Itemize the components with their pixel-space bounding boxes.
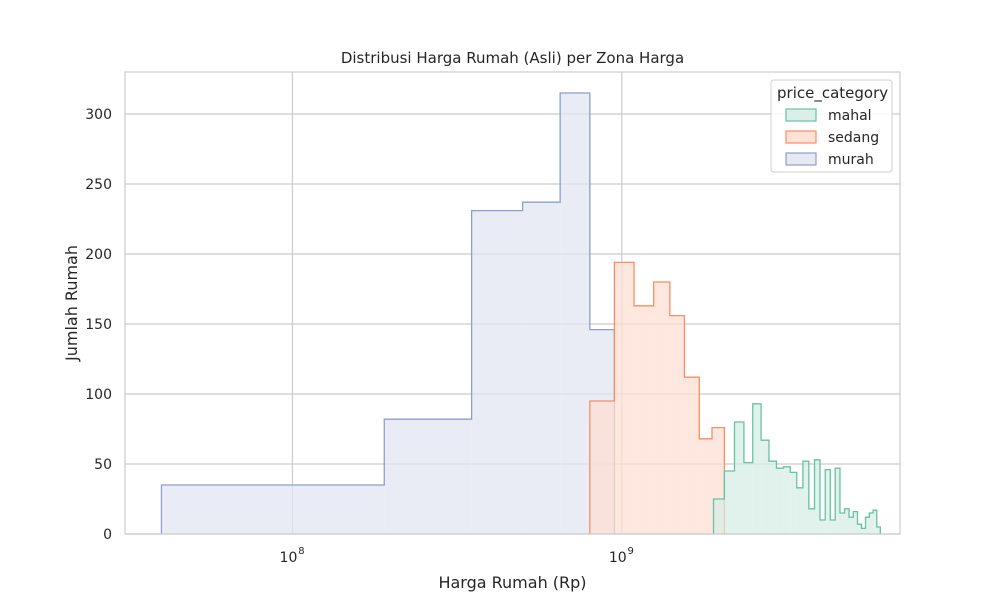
y-tick-label: 100: [85, 387, 112, 403]
histogram-bar: [589, 401, 615, 534]
legend-title: price_category: [777, 84, 888, 103]
legend-label-mahal: mahal: [828, 108, 872, 124]
histogram-bar: [865, 517, 870, 534]
x-tick-label: 10: [280, 550, 298, 566]
y-tick-labels: 0 50 100 150 200 250 300: [85, 107, 112, 543]
legend-label-murah: murah: [828, 152, 874, 168]
histogram-bar: [802, 461, 809, 534]
histogram-bar: [857, 524, 862, 534]
histogram-bar: [876, 527, 881, 534]
y-tick-label: 0: [103, 527, 112, 543]
chart-title: Distribusi Harga Rumah (Asli) per Zona H…: [341, 49, 684, 67]
x-tick-exponent: 8: [298, 546, 304, 557]
histogram-bar: [869, 513, 874, 534]
histogram-bar: [776, 468, 784, 534]
series-outline-murah: [160, 92, 616, 534]
histogram-bar: [471, 210, 523, 534]
series-sedang: [589, 261, 726, 534]
histogram-bar: [161, 485, 385, 534]
histogram-bar: [614, 262, 635, 534]
histogram-bar: [819, 520, 826, 534]
histogram-bar: [825, 469, 831, 534]
histogram-series: [160, 92, 881, 534]
legend-label-sedang: sedang: [828, 130, 879, 146]
histogram-bar: [796, 487, 803, 534]
y-tick-label: 300: [85, 107, 112, 123]
series-mahal: [712, 403, 881, 534]
histogram-bar: [752, 403, 762, 534]
series-murah: [160, 92, 616, 534]
legend-entries: mahal sedang murah: [785, 108, 879, 168]
series-outline-mahal: [712, 403, 881, 534]
legend-swatch-mahal: [785, 108, 817, 122]
histogram-bar: [861, 528, 866, 534]
histogram-bar: [699, 438, 713, 534]
histogram-bar: [743, 462, 753, 534]
y-tick-label: 50: [94, 457, 112, 473]
series-outline-sedang: [589, 261, 726, 534]
histogram-bar: [384, 419, 472, 534]
y-tick-label: 250: [85, 177, 112, 193]
histogram-bar: [634, 305, 654, 534]
histogram-bar: [560, 93, 590, 534]
y-tick-label: 150: [85, 317, 112, 333]
histogram-bar: [761, 440, 769, 534]
x-axis-title: Harga Rumah (Rp): [438, 573, 586, 592]
legend-box: [770, 79, 893, 173]
histogram-bar: [713, 499, 725, 534]
histogram-bar: [790, 472, 797, 534]
histogram-bar: [768, 461, 777, 534]
histogram-bar: [873, 510, 877, 534]
histogram-bar: [783, 466, 791, 534]
histogram-bar: [653, 282, 670, 534]
x-tick-exponent: 9: [628, 546, 634, 557]
x-tick-label: 10: [609, 550, 627, 566]
y-axis-title: Jumlah Rumah: [62, 245, 81, 362]
legend: price_category mahal sedang murah: [770, 79, 893, 173]
histogram-bar: [522, 202, 561, 534]
histogram-bar: [830, 520, 836, 534]
legend-swatch-sedang: [785, 130, 817, 144]
histogram-bar: [724, 471, 735, 534]
histogram-bar: [734, 422, 744, 534]
histogram-bar: [808, 508, 815, 534]
histogram-bar: [853, 511, 858, 534]
x-tick-labels: 10 8 10 9: [280, 546, 634, 566]
histogram-bar: [684, 377, 700, 534]
histogram-bar: [814, 459, 820, 534]
histogram-bar: [835, 468, 840, 534]
histogram-bar: [844, 508, 849, 534]
y-tick-label: 200: [85, 247, 112, 263]
histogram-bar: [848, 517, 854, 534]
plot-frame: [124, 71, 901, 535]
histogram-bar: [839, 513, 845, 534]
legend-swatch-murah: [785, 152, 817, 166]
histogram-bar: [669, 315, 685, 534]
